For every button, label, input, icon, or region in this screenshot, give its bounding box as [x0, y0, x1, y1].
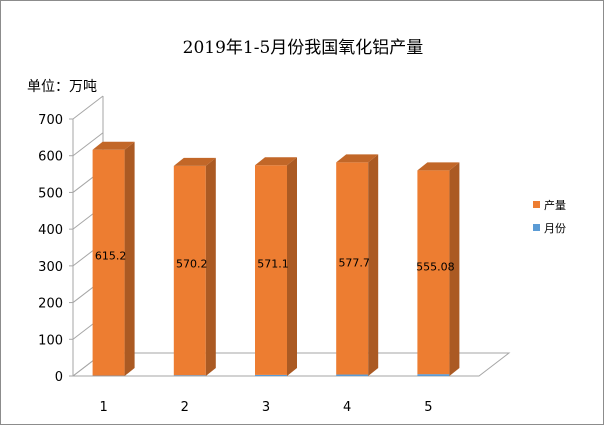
chart-title: 2019年1-5月份我国氧化铝产量: [183, 38, 424, 58]
data-label: 570.2: [176, 258, 208, 271]
y-tick-label: 0: [55, 370, 63, 385]
y-tick-diagonal: [73, 96, 103, 119]
data-label: 555.08: [416, 260, 455, 273]
bar-segment-month: [255, 375, 287, 376]
bar-segment-month: [174, 375, 206, 376]
y-tick-label: 400: [38, 223, 63, 238]
data-label: 615.2: [95, 249, 127, 262]
y-tick-label: 600: [38, 150, 63, 165]
x-tick-label: 3: [262, 400, 270, 415]
legend-label: 产量: [544, 198, 566, 212]
bar-segment-month: [417, 374, 449, 376]
legend-swatch: [533, 224, 540, 231]
unit-label: 单位：万吨: [27, 79, 97, 95]
data-label: 571.1: [257, 257, 289, 270]
y-tick-label: 700: [38, 113, 63, 128]
y-tick-label: 500: [38, 186, 63, 201]
x-tick-label: 5: [424, 400, 432, 415]
y-tick-label: 300: [38, 260, 63, 275]
x-tick-label: 2: [181, 400, 189, 415]
bar-segment-month: [336, 375, 368, 376]
x-tick-label: 1: [99, 400, 107, 415]
legend-label: 月份: [544, 222, 566, 235]
data-label: 577.7: [338, 256, 370, 269]
legend-swatch: [533, 201, 540, 208]
x-tick-label: 4: [343, 400, 351, 415]
y-tick-label: 100: [38, 333, 63, 348]
y-tick-label: 200: [38, 297, 63, 312]
bar-segment-output: [93, 150, 125, 376]
